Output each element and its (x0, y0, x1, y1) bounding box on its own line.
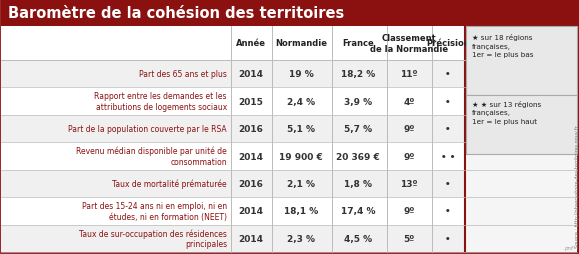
Text: 1,8 %: 1,8 % (344, 179, 372, 188)
Text: Classement
de la Normandie: Classement de la Normandie (370, 34, 448, 54)
FancyBboxPatch shape (465, 61, 577, 88)
FancyBboxPatch shape (1, 88, 465, 115)
FancyBboxPatch shape (465, 170, 577, 197)
FancyBboxPatch shape (1, 61, 465, 88)
Text: pnf: pnf (564, 245, 573, 250)
Text: 9º: 9º (404, 124, 415, 134)
Text: 2014: 2014 (239, 234, 263, 243)
FancyBboxPatch shape (465, 27, 577, 252)
Text: ★ sur 18 régions
françaises,
1er = le plus bas: ★ sur 18 régions françaises, 1er = le pl… (472, 34, 533, 58)
FancyBboxPatch shape (465, 197, 577, 225)
FancyBboxPatch shape (465, 88, 577, 115)
FancyBboxPatch shape (1, 143, 465, 170)
Text: 13º: 13º (400, 179, 418, 188)
Text: 2014: 2014 (239, 70, 263, 79)
Text: 5,7 %: 5,7 % (344, 124, 372, 134)
Text: Taux de sur-occupation des résidences
principales: Taux de sur-occupation des résidences pr… (79, 228, 227, 248)
Text: Précision: Précision (426, 39, 470, 48)
Text: 20 369 €: 20 369 € (336, 152, 380, 161)
Text: •: • (445, 70, 451, 79)
Text: Année: Année (236, 39, 266, 48)
Text: Normandie: Normandie (275, 39, 327, 48)
Text: 9º: 9º (404, 152, 415, 161)
Text: 2016: 2016 (239, 124, 263, 134)
Text: 2014: 2014 (239, 207, 263, 215)
Text: Source : http://observatoire-des-territoires.gouv.fr: Source : http://observatoire-des-territo… (575, 125, 579, 247)
Text: ★ ★ sur 13 régions
françaises,
1er = le plus haut: ★ ★ sur 13 régions françaises, 1er = le … (472, 101, 541, 124)
Text: Part de la population couverte par le RSA: Part de la population couverte par le RS… (68, 124, 227, 134)
Text: 4,5 %: 4,5 % (344, 234, 372, 243)
Text: 2016: 2016 (239, 179, 263, 188)
Text: 18,1 %: 18,1 % (284, 207, 318, 215)
Text: 4º: 4º (404, 97, 415, 106)
FancyBboxPatch shape (1, 1, 578, 27)
Text: Part des 15-24 ans ni en emploi, ni en
études, ni en formation (NEET): Part des 15-24 ans ni en emploi, ni en é… (82, 201, 227, 221)
Text: •: • (445, 234, 451, 243)
Text: 17,4 %: 17,4 % (341, 207, 375, 215)
FancyBboxPatch shape (1, 225, 465, 252)
FancyBboxPatch shape (465, 115, 577, 143)
Text: 2,4 %: 2,4 % (287, 97, 315, 106)
Text: •: • (445, 124, 451, 134)
Text: 19 900 €: 19 900 € (279, 152, 323, 161)
Text: Part des 65 ans et plus: Part des 65 ans et plus (139, 70, 227, 79)
Text: France: France (342, 39, 374, 48)
FancyBboxPatch shape (1, 197, 465, 225)
Text: 9º: 9º (404, 207, 415, 215)
Text: •: • (445, 97, 451, 106)
FancyBboxPatch shape (1, 170, 465, 197)
FancyBboxPatch shape (465, 143, 577, 170)
FancyBboxPatch shape (466, 27, 577, 96)
FancyBboxPatch shape (466, 96, 577, 154)
Text: • •: • • (441, 152, 455, 161)
Text: 3,9 %: 3,9 % (344, 97, 372, 106)
Text: Revenu médian disponible par unité de
consommation: Revenu médian disponible par unité de co… (76, 146, 227, 166)
Text: 2,3 %: 2,3 % (287, 234, 315, 243)
Text: Taux de mortalité prématurée: Taux de mortalité prématurée (112, 179, 227, 188)
Text: •: • (445, 207, 451, 215)
Text: 2014: 2014 (239, 152, 263, 161)
FancyBboxPatch shape (465, 225, 577, 252)
Text: 2,1 %: 2,1 % (287, 179, 315, 188)
Text: Baromètre de la cohésion des territoires: Baromètre de la cohésion des territoires (8, 6, 345, 21)
Text: 5º: 5º (404, 234, 415, 243)
FancyBboxPatch shape (1, 27, 465, 61)
Text: 11º: 11º (400, 70, 418, 79)
Text: 2015: 2015 (239, 97, 263, 106)
FancyBboxPatch shape (1, 115, 465, 143)
Text: •: • (445, 179, 451, 188)
Text: Rapport entre les demandes et les
attributions de logements sociaux: Rapport entre les demandes et les attrib… (94, 92, 227, 112)
Text: 18,2 %: 18,2 % (341, 70, 375, 79)
Text: 5,1 %: 5,1 % (287, 124, 315, 134)
Text: 19 %: 19 % (288, 70, 313, 79)
